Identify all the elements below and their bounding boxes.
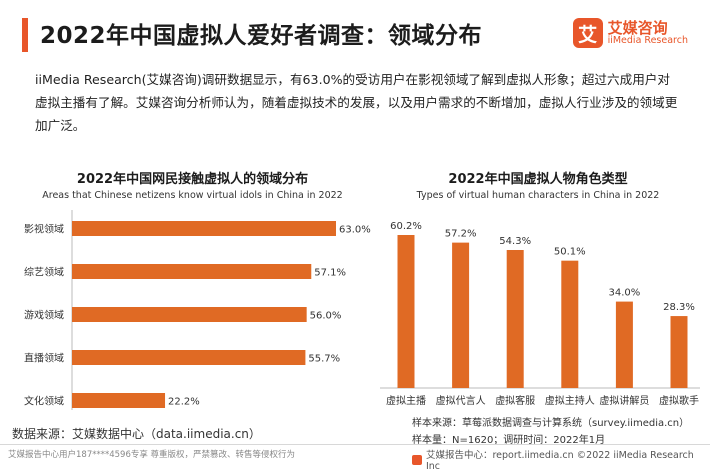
footer-right-text: 艾媒报告中心：report.iimedia.cn ©2022 iiMedia R…	[425, 450, 694, 472]
right-bar	[670, 316, 688, 388]
left-data-label: 22.2%	[168, 397, 200, 408]
right-data-label: 50.1%	[554, 247, 586, 258]
right-category-label: 虚拟主持人	[545, 394, 595, 407]
left-data-label: 55.7%	[308, 354, 340, 365]
right-bar	[561, 260, 579, 388]
right-category-label: 虚拟客服	[495, 394, 535, 407]
right-bar	[452, 242, 470, 388]
left-category-label: 直播领域	[24, 352, 64, 365]
left-data-label: 63.0%	[339, 225, 371, 236]
left-data-label: 57.1%	[314, 268, 346, 279]
sample-size: 样本量：N=1620；调研时间：2022年1月	[412, 435, 606, 446]
right-data-label: 60.2%	[390, 221, 422, 232]
right-chart-title: 2022年中国虚拟人物角色类型	[448, 172, 628, 187]
charts-canvas: 影视领域 63.0% 综艺领域 57.1% 游戏领域 56.0% 直播领域 55.7% 文化领域…	[24, 210, 700, 410]
right-category-label: 虚拟主播	[386, 394, 426, 407]
footer-divider	[0, 444, 710, 445]
left-data-label: 56.0%	[310, 311, 342, 322]
logo-en-text: iiMedia Research	[607, 35, 688, 47]
right-category-label: 虚拟歌手	[659, 394, 699, 407]
logo-icon: 艾	[572, 18, 603, 48]
left-category-label: 游戏领域	[24, 309, 64, 322]
data-source: 数据来源：艾媒数据中心（data.iimedia.cn）	[12, 427, 261, 441]
logo: 艾 艾媒咨询 iiMedia Research	[572, 18, 688, 48]
right-bar	[615, 301, 633, 388]
right-data-label: 54.3%	[499, 236, 531, 247]
footer-copyright-notice: 艾媒报告中心用户187****4596专享 尊重版权，严禁篡改、转售等侵权行为	[8, 450, 296, 460]
right-category-label: 虚拟讲解员	[599, 394, 649, 407]
title-accent-bar	[22, 18, 28, 52]
right-data-label: 34.0%	[609, 288, 641, 299]
left-category-label: 影视领域	[24, 223, 64, 236]
right-data-label: 28.3%	[663, 302, 695, 313]
report-center-icon	[412, 454, 422, 465]
sample-source: 样本来源：草莓派数据调查与计算系统（survey.iimedia.cn）	[412, 418, 690, 429]
footer-report-link: 艾媒报告中心：report.iimedia.cn ©2022 iiMedia R…	[412, 447, 710, 472]
left-chart-subtitle: Areas that Chinese netizens know virtual…	[42, 190, 343, 201]
left-bar	[72, 221, 336, 236]
left-category-label: 综艺领域	[24, 266, 64, 279]
right-bar	[506, 249, 524, 388]
right-data-label: 57.2%	[445, 229, 477, 240]
right-bar	[397, 235, 415, 388]
right-category-label: 虚拟代言人	[436, 394, 486, 407]
left-bar	[72, 307, 307, 322]
page-title: 2022年中国虚拟人爱好者调查：领域分布	[40, 23, 483, 49]
left-bar	[72, 350, 306, 365]
left-chart-title: 2022年中国网民接触虚拟人的领域分布	[76, 172, 309, 187]
left-bar	[72, 264, 312, 279]
intro-paragraph: iiMedia Research(艾媒咨询)调研数据显示，有63.0%的受访用户…	[35, 72, 678, 133]
right-chart-subtitle: Types of virtual human characters in Chi…	[416, 190, 660, 201]
left-bar	[72, 393, 166, 408]
left-category-label: 文化领域	[24, 395, 64, 408]
logo-cn-text: 艾媒咨询	[607, 18, 668, 37]
